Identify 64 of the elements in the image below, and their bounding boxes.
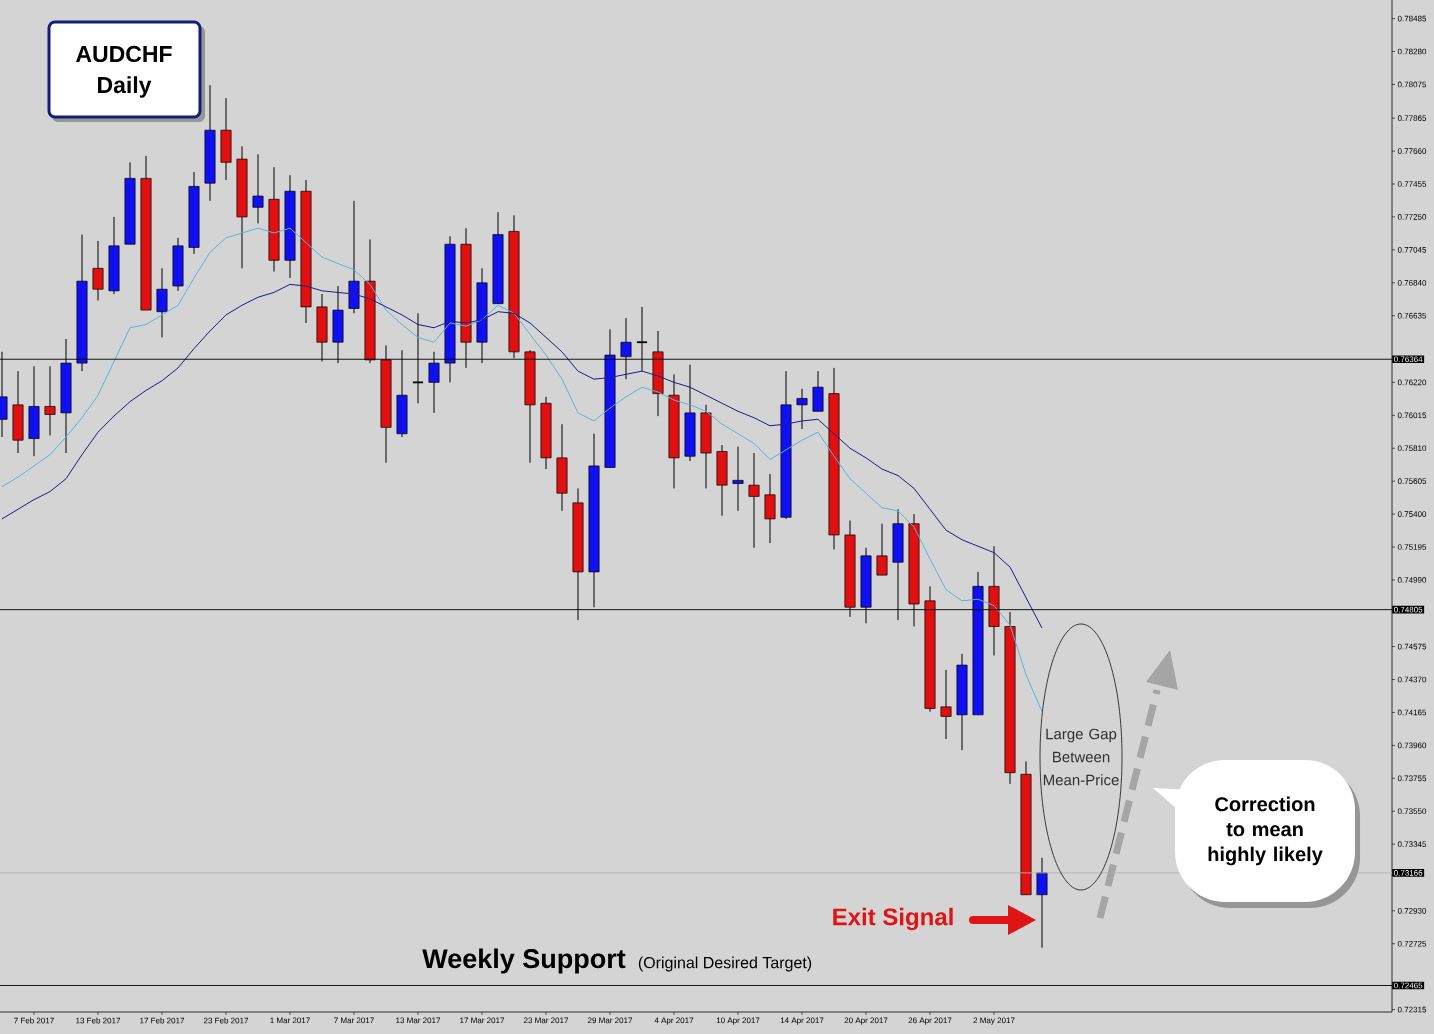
candlestick [940,669,952,740]
y-tick-label: 0.78485 [1397,15,1427,22]
y-tick-label: 0.76220 [1397,379,1427,386]
candlestick [732,446,744,512]
candlestick [156,267,168,338]
annotation: Weekly Support [422,948,626,974]
x-tick-label: 13 Mar 2017 [396,1017,441,1024]
y-tick-label: 0.74990 [1397,577,1427,583]
y-tick-label: 0.77865 [1397,115,1427,121]
ref-line-label: 0.74805 [1394,606,1423,613]
y-tick-label: 0.73550 [1397,808,1427,815]
y-tick-label: 0.73960 [1397,742,1427,749]
y-tick-label: 0.72725 [1397,940,1427,947]
y-tick-label: 0.75605 [1397,478,1427,484]
y-tick-label: 0.73755 [1397,775,1427,782]
x-tick-label: 4 Apr 2017 [654,1017,694,1025]
x-tick-label: 20 Apr 2017 [844,1017,888,1025]
annotation: Exit Signal [833,907,953,931]
x-tick-label: 23 Feb 2017 [203,1017,249,1024]
y-tick-label: 0.73345 [1397,841,1427,847]
y-tick-label: 0.74575 [1397,643,1427,650]
y-tick-label: 0.75400 [1397,511,1427,517]
y-tick-label: 0.72315 [1397,1006,1427,1013]
y-tick-label: 0.76635 [1397,312,1427,319]
annotation: (Original Desired Target) [638,956,812,972]
y-tick-label: 0.77250 [1397,214,1427,220]
x-tick-label: 17 Mar 2017 [460,1017,505,1024]
ref-line-label: 0.73166 [1394,870,1423,876]
text: Correction to mean highly likely [1208,796,1323,866]
x-tick-label: 29 Mar 2017 [587,1017,633,1024]
x-tick-label: 13 Feb 2017 [76,1017,121,1024]
y-tick-label: 0.77455 [1397,181,1427,187]
x-tick-label: 14 Apr 2017 [780,1017,824,1025]
candlestick [1036,857,1048,949]
y-tick-label: 0.78075 [1397,81,1427,88]
y-tick-label: 0.75195 [1397,544,1427,550]
x-tick-label: 23 Mar 2017 [523,1017,569,1024]
y-tick-label: 0.76840 [1397,279,1427,286]
candlestick [876,523,888,576]
y-tick-label: 0.76015 [1397,412,1427,419]
ref-line-label: 0.76364 [1394,356,1423,363]
y-tick-label: 0.74165 [1397,709,1427,716]
x-tick-label: 7 Feb 2017 [14,1017,54,1024]
x-tick-label: 7 Mar 2017 [334,1017,374,1024]
y-tick-label: 0.77660 [1397,148,1427,154]
candlestick [796,388,808,430]
x-tick-label: 10 Apr 2017 [716,1017,760,1025]
text: Daily [98,76,152,98]
candlestick [748,452,760,549]
y-tick-label: 0.74370 [1397,676,1427,683]
candlestick [92,240,104,301]
x-tick-label: 17 Feb 2017 [140,1017,185,1024]
x-tick-label: 26 Apr 2017 [908,1017,952,1025]
y-tick-label: 0.72930 [1397,907,1427,914]
candlestick [44,365,56,436]
x-tick-label: 2 May 2017 [973,1017,1015,1025]
y-tick-label: 0.78280 [1397,48,1427,55]
annotation: Large Gap Between Mean-Price [1043,728,1119,786]
candlestick [252,153,264,224]
x-tick-label: 1 Mar 2017 [270,1017,310,1024]
ref-line-label: 0.72465 [1394,982,1423,989]
y-tick-label: 0.75810 [1397,445,1427,452]
y-tick-label: 0.77045 [1397,247,1427,253]
text: AUDCHF [76,45,172,63]
